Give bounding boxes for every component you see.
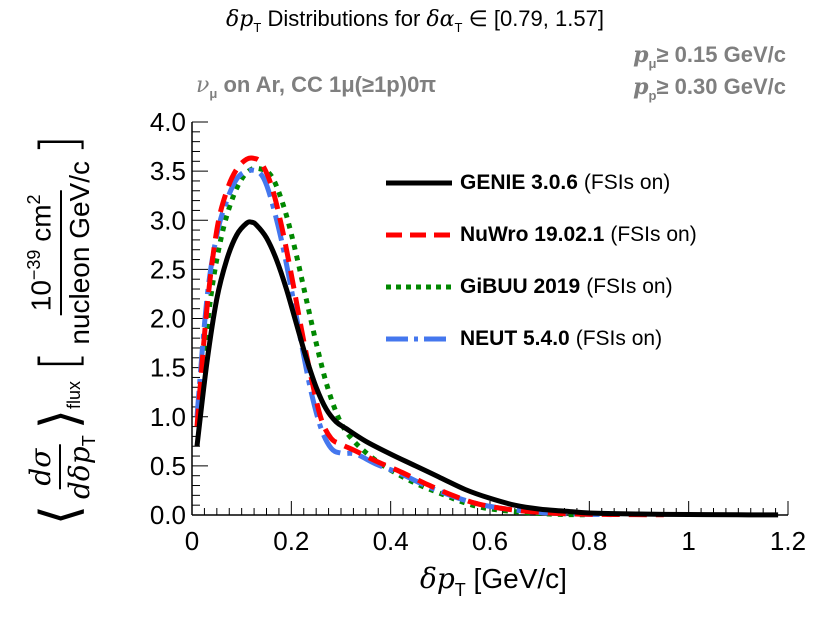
y-tick-label: 1.5 bbox=[150, 353, 186, 383]
y-tick-label: 2.5 bbox=[150, 254, 186, 284]
x-tick-label: 0.8 bbox=[571, 526, 607, 556]
y-label-units: 10−39 cm2 nucleon GeV/c bbox=[24, 161, 95, 345]
y-label-d-denominator: dδp bbox=[63, 446, 96, 499]
legend-suffix-nuwro: (FSIs on) bbox=[610, 223, 697, 246]
title-text: Distributions for bbox=[261, 6, 427, 31]
title-alpha-subscript: T bbox=[454, 20, 463, 35]
legend-entry-neut: NEUT 5.4.0 (FSIs on) bbox=[386, 324, 662, 354]
y-label-unit-cm: cm bbox=[25, 204, 57, 250]
series-line-genie bbox=[194, 219, 779, 518]
y-label-d-sigma: dσ bbox=[24, 444, 61, 490]
legend-entry-genie: GENIE 3.0.6 (FSIs on) bbox=[386, 168, 670, 198]
y-tick-label: 0.5 bbox=[150, 451, 186, 481]
x-tick-label: 1 bbox=[681, 526, 695, 556]
y-tick-label: 0.0 bbox=[150, 500, 186, 530]
legend-suffix-genie: (FSIs on) bbox=[583, 171, 671, 194]
y-tick-label: 3.5 bbox=[150, 156, 186, 186]
y-label-derivative: dσ dδpT bbox=[24, 435, 99, 499]
x-tick-label: 1.2 bbox=[770, 526, 806, 556]
x-axis-label: δpT [GeV/c] bbox=[420, 562, 567, 600]
title-subscript: T bbox=[253, 20, 262, 35]
muon-momentum-cut: pμ≥ 0.15 GeV/c bbox=[633, 42, 787, 71]
y-tick-label: 1.0 bbox=[150, 402, 186, 432]
legend-swatch-nuwro bbox=[386, 232, 452, 238]
x-label-subscript: T bbox=[454, 580, 466, 600]
legend-label-nuwro: NuWro 19.02.1 bbox=[460, 223, 605, 246]
legend-swatch-genie bbox=[386, 180, 452, 186]
legend-suffix-gibuu: (FSIs on) bbox=[586, 275, 673, 298]
y-label-bracket-open: [ bbox=[30, 350, 90, 371]
chart-title: δpT Distributions for δαT ∈ [0.79, 1.57] bbox=[0, 6, 830, 35]
cut-mu-text: ≥ 0.15 GeV/c bbox=[656, 42, 787, 67]
selection-nu: ν bbox=[196, 73, 210, 98]
legend-label-gibuu: GiBUU 2019 bbox=[460, 275, 581, 298]
legend-swatch-gibuu bbox=[386, 284, 452, 290]
proton-momentum-cut: pp≥ 0.30 GeV/c bbox=[633, 74, 787, 103]
y-label-flux-sub: flux bbox=[63, 380, 84, 409]
cut-mu-sub: μ bbox=[648, 56, 657, 71]
y-label-bracket-close: ] bbox=[30, 134, 90, 155]
selection-text: on Ar, CC 1μ(≥1p)0π bbox=[217, 72, 437, 97]
cut-mu-symbol: p bbox=[633, 42, 649, 68]
x-label-unit: [GeV/c] bbox=[465, 563, 567, 594]
y-label-left-angle: ⟨ bbox=[30, 505, 90, 526]
y-tick-label: 4.0 bbox=[150, 107, 186, 137]
y-label-d-denominator-sub: T bbox=[79, 435, 99, 447]
y-tick-label: 2.0 bbox=[150, 304, 186, 334]
cut-p-symbol: p bbox=[633, 74, 649, 100]
y-label-right-angle: ⟩ bbox=[30, 408, 90, 430]
y-label-unit-power: 10 bbox=[25, 280, 57, 312]
x-tick-label: 0.6 bbox=[472, 526, 508, 556]
legend-entry-nuwro: NuWro 19.02.1 (FSIs on) bbox=[386, 220, 697, 250]
series-line-nuwro bbox=[194, 155, 664, 518]
title-range: ∈ [0.79, 1.57] bbox=[462, 6, 604, 31]
x-tick-label: 0.2 bbox=[273, 526, 309, 556]
y-label-unit-denominator: nucleon GeV/c bbox=[63, 161, 95, 345]
legend-label-genie: GENIE 3.0.6 bbox=[460, 171, 578, 194]
y-axis-label-wrap: ⟨ dσ dδpT ⟩ flux [ 10−39 cm2 nucleon GeV/… bbox=[10, 70, 110, 590]
selection-nu-sub: μ bbox=[209, 86, 218, 101]
y-axis-label: ⟨ dσ dδpT ⟩ flux [ 10−39 cm2 nucleon GeV/… bbox=[24, 134, 99, 526]
title-alpha-symbol: δα bbox=[426, 7, 455, 32]
y-tick-label: 3.0 bbox=[150, 205, 186, 235]
series-line-neut bbox=[194, 167, 615, 518]
x-tick-label: 0.4 bbox=[373, 526, 409, 556]
title-symbol: δp bbox=[226, 7, 254, 32]
y-label-unit-cm-exp: 2 bbox=[24, 194, 45, 205]
y-label-unit-exp: −39 bbox=[24, 249, 45, 281]
x-label-symbol: δp bbox=[420, 562, 455, 595]
legend-entry-gibuu: GiBUU 2019 (FSIs on) bbox=[386, 272, 673, 302]
cut-p-sub: p bbox=[648, 88, 657, 103]
selection-annotation: νμ on Ar, CC 1μ(≥1p)0π bbox=[196, 72, 437, 101]
legend-label-neut: NEUT 5.4.0 bbox=[460, 327, 570, 350]
legend-suffix-neut: (FSIs on) bbox=[575, 327, 663, 350]
legend-swatch-neut bbox=[386, 336, 452, 342]
x-tick-label: 0 bbox=[185, 526, 199, 556]
cut-p-text: ≥ 0.30 GeV/c bbox=[656, 74, 787, 99]
